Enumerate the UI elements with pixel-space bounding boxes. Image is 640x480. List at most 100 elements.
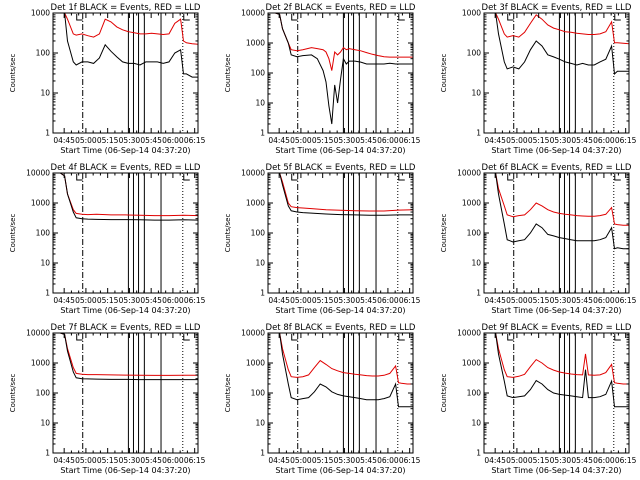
y-tick-label: 1000 [246, 39, 265, 48]
y-axis-label: Counts/sec [9, 54, 17, 93]
x-tick-label: 06:00 [593, 136, 615, 145]
detector-panel-3: Det 3f BLACK = Events, RED = LLD Counts/s… [440, 3, 637, 155]
x-tick-label: 04:45 [53, 296, 75, 305]
y-tick-label: 100 [36, 229, 51, 238]
events-series-line [53, 333, 198, 381]
y-tick-label: 1 [476, 129, 481, 138]
events-series-line [484, 173, 629, 250]
saa-marker [507, 14, 514, 21]
x-tick-label: 05:45 [355, 456, 377, 465]
axes-frame [52, 332, 199, 454]
saa-marker [76, 334, 83, 341]
y-tick-label: 1 [476, 449, 481, 458]
detector-panel-8: Det 8f BLACK = Events, RED = LLD Counts/s… [224, 323, 421, 475]
night-marker [614, 334, 621, 341]
y-tick-label: 1000 [462, 9, 481, 18]
lld-series-line [53, 333, 198, 376]
lld-series-line [268, 13, 413, 71]
night-marker [614, 14, 621, 21]
lld-series-line [268, 333, 413, 385]
y-axis-label: Counts/sec [440, 214, 448, 253]
plot-area [268, 13, 413, 133]
y-tick-label: 10 [40, 259, 50, 268]
y-tick-label: 10000 [26, 329, 50, 338]
y-tick-label: 1000 [462, 359, 481, 368]
axes-frame [483, 332, 630, 454]
panel-title: Det 5f BLACK = Events, RED = LLD [266, 163, 416, 173]
y-tick-label: 100 [467, 229, 482, 238]
x-tick-label: 06:15 [615, 136, 637, 145]
x-tick-label: 06:00 [593, 456, 615, 465]
x-axis-label: Start Time (06-Sep-14 04:37:20) [275, 146, 405, 155]
x-tick-label: 05:00 [75, 136, 97, 145]
panel-title: Det 2f BLACK = Events, RED = LLD [266, 3, 416, 13]
x-tick-label: 06:15 [184, 296, 206, 305]
x-tick-label: 06:15 [399, 296, 421, 305]
y-tick-label: 1 [45, 289, 50, 298]
x-axis-label: Start Time (06-Sep-14 04:37:20) [60, 466, 190, 475]
saa-marker [291, 334, 298, 341]
x-axis-label: Start Time (06-Sep-14 04:37:20) [491, 146, 621, 155]
detector-panel-6: Det 6f BLACK = Events, RED = LLD Counts/s… [440, 163, 637, 315]
x-tick-label: 05:00 [506, 296, 528, 305]
night-marker [398, 174, 405, 181]
x-tick-label: 05:15 [528, 456, 550, 465]
y-tick-label: 100 [36, 389, 51, 398]
x-tick-label: 05:00 [506, 456, 528, 465]
saa-marker [507, 174, 514, 181]
x-tick-label: 05:00 [75, 456, 97, 465]
x-tick-label: 06:00 [162, 456, 184, 465]
y-tick-label: 1000 [31, 359, 50, 368]
lld-series-line [484, 173, 629, 226]
panel-title: Det 7f BLACK = Events, RED = LLD [51, 323, 201, 333]
y-axis-label: Counts/sec [440, 374, 448, 413]
x-tick-label: 04:45 [268, 296, 290, 305]
y-axis-label: Counts/sec [9, 214, 17, 253]
x-tick-label: 04:45 [268, 136, 290, 145]
x-tick-label: 04:45 [484, 456, 506, 465]
panel-title: Det 3f BLACK = Events, RED = LLD [482, 3, 632, 13]
y-tick-label: 100 [467, 389, 482, 398]
y-axis-label: Counts/sec [440, 54, 448, 93]
x-tick-label: 06:00 [377, 136, 399, 145]
x-axis-label: Start Time (06-Sep-14 04:37:20) [275, 466, 405, 475]
y-tick-label: 10000 [457, 329, 481, 338]
axes-frame [52, 12, 199, 134]
plot-area [53, 333, 198, 453]
y-axis-label: Counts/sec [9, 374, 17, 413]
x-tick-label: 05:30 [550, 136, 572, 145]
x-tick-label: 05:45 [140, 296, 162, 305]
saa-marker [76, 14, 83, 21]
x-tick-label: 05:15 [528, 296, 550, 305]
x-tick-label: 05:00 [290, 296, 312, 305]
y-tick-label: 10000 [26, 169, 50, 178]
y-tick-label: 10000 [457, 169, 481, 178]
panel-title: Det 4f BLACK = Events, RED = LLD [51, 163, 201, 173]
night-marker [398, 14, 405, 21]
x-tick-label: 06:00 [377, 296, 399, 305]
events-series-line [268, 173, 413, 216]
x-tick-label: 05:45 [140, 136, 162, 145]
x-tick-label: 04:45 [53, 456, 75, 465]
x-axis-label: Start Time (06-Sep-14 04:37:20) [491, 306, 621, 315]
y-axis-label: Counts/sec [224, 54, 232, 93]
x-tick-label: 05:45 [571, 296, 593, 305]
events-series-line [484, 13, 629, 75]
plot-area [268, 333, 413, 453]
detector-panel-4: Det 4f BLACK = Events, RED = LLD Counts/s… [9, 163, 206, 315]
x-tick-label: 04:45 [53, 136, 75, 145]
y-tick-label: 10000 [241, 329, 265, 338]
y-tick-label: 1000 [246, 199, 265, 208]
x-axis-label: Start Time (06-Sep-14 04:37:20) [275, 306, 405, 315]
events-series-line [53, 173, 198, 221]
y-tick-label: 100 [251, 389, 266, 398]
panel-title: Det 6f BLACK = Events, RED = LLD [482, 163, 632, 173]
x-tick-label: 06:15 [184, 136, 206, 145]
lld-series-line [484, 13, 629, 45]
x-tick-label: 05:30 [334, 136, 356, 145]
panel-title: Det 1f BLACK = Events, RED = LLD [51, 3, 201, 13]
y-tick-label: 100 [467, 49, 482, 58]
x-tick-label: 05:00 [75, 296, 97, 305]
x-tick-label: 05:15 [97, 296, 119, 305]
axes-frame [52, 172, 199, 294]
